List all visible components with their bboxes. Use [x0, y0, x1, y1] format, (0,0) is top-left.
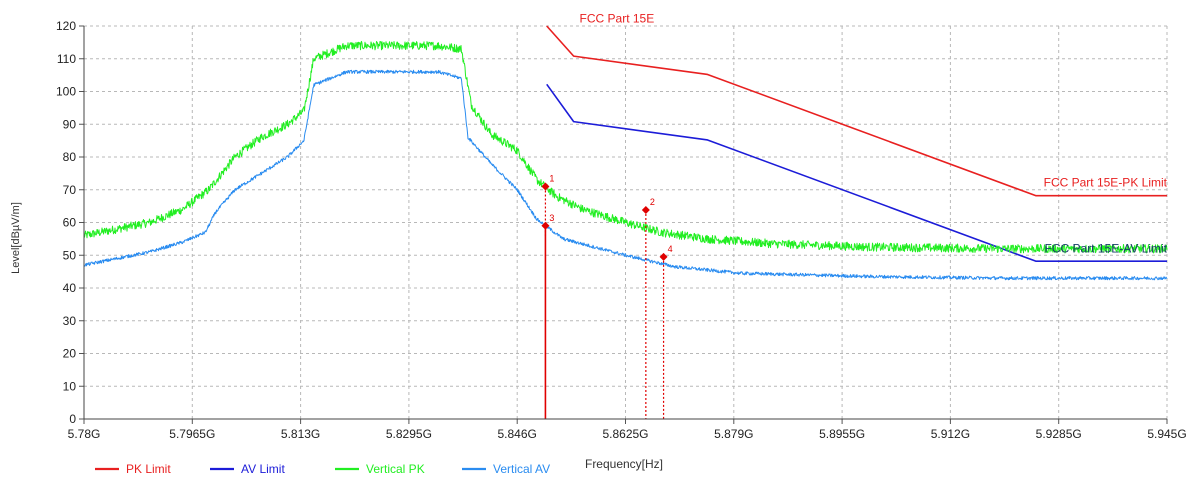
y-tick-label: 120 — [56, 19, 76, 33]
marker-point-3 — [541, 221, 550, 230]
plot-markers: 1 2 3 4 — [541, 173, 673, 419]
series-line-0 — [546, 25, 1167, 197]
marker-point-4 — [659, 252, 668, 261]
x-axis-label: Frequency[Hz] — [585, 457, 663, 471]
y-tick-label: 20 — [63, 347, 77, 361]
x-tick-label: 5.9285G — [1036, 427, 1082, 441]
legend: PK Limit AV Limit Vertical PK Vertical AV — [95, 462, 550, 476]
annotations: FCC Part 15E FCC Part 15E-PK Limit FCC Par… — [580, 12, 1168, 256]
marker-label-2: 2 — [650, 197, 655, 207]
legend-label-2: Vertical PK — [366, 462, 425, 476]
x-tick-label: 5.8955G — [819, 427, 865, 441]
y-tick-label: 70 — [63, 183, 77, 197]
axes: 0 10 20 30 40 50 60 70 80 90 100 110 120 5.78G 5.7965G… — [56, 19, 1187, 441]
x-tick-label: 5.7965G — [169, 427, 215, 441]
x-tick-label: 5.846G — [498, 427, 537, 441]
y-tick-label: 50 — [63, 248, 77, 262]
x-tick-label: 5.813G — [281, 427, 320, 441]
x-tick-label: 5.78G — [68, 427, 101, 441]
y-tick-label: 100 — [56, 85, 76, 99]
y-tick-label: 10 — [63, 379, 77, 393]
series-line-3 — [83, 69, 1168, 281]
y-tick-label: 40 — [63, 281, 77, 295]
legend-label-0: PK Limit — [126, 462, 171, 476]
x-tick-label: 5.879G — [714, 427, 753, 441]
marker-point-2 — [641, 206, 650, 215]
marker-label-4: 4 — [668, 244, 673, 254]
y-tick-label: 110 — [57, 52, 76, 66]
plot-series — [83, 25, 1168, 281]
annotation-text: FCC Part 15E-PK Limit — [1044, 175, 1168, 189]
marker-label-3: 3 — [549, 213, 554, 223]
x-tick-label: 5.8295G — [386, 427, 432, 441]
y-tick-label: 60 — [63, 216, 77, 230]
x-tick-label: 5.8625G — [602, 427, 648, 441]
y-tick-label: 30 — [63, 314, 77, 328]
x-tick-label: 5.912G — [931, 427, 970, 441]
y-tick-label: 80 — [63, 150, 77, 164]
series-line-1 — [546, 83, 1167, 262]
y-tick-label: 90 — [63, 117, 77, 131]
annotation-text: FCC Part 15E — [580, 12, 655, 26]
annotation-text: FCC Part 15E-AV Limit — [1045, 242, 1168, 256]
y-axis-label: Level[dBµV/m] — [10, 202, 22, 274]
y-tick-label: 0 — [69, 412, 76, 426]
x-tick-label: 5.945G — [1147, 427, 1186, 441]
legend-label-1: AV Limit — [241, 462, 285, 476]
marker-label-1: 1 — [549, 173, 554, 183]
marker-point-1 — [541, 182, 550, 191]
series-line-2 — [83, 40, 1168, 254]
legend-label-3: Vertical AV — [493, 462, 550, 476]
